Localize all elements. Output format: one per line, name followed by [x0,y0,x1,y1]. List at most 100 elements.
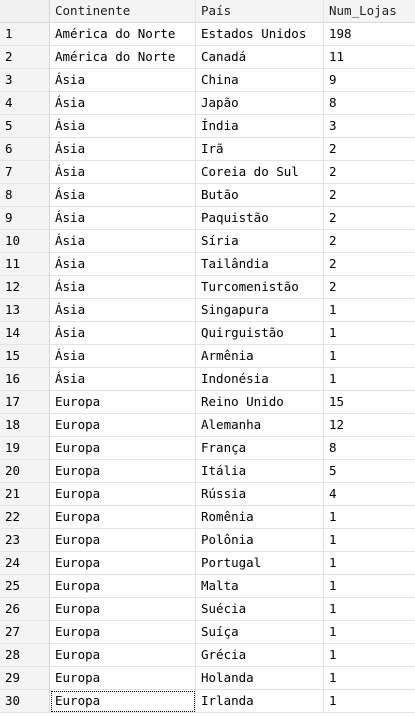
num-lojas-cell[interactable]: 1 [324,322,415,345]
row-number-cell[interactable]: 16 [0,368,50,391]
continente-cell[interactable]: Europa [50,506,196,529]
table-row[interactable]: 12 Ásia Turcomenistão 2 [0,276,415,299]
pais-cell[interactable]: Portugal [196,552,324,575]
row-number-cell[interactable]: 5 [0,115,50,138]
table-row[interactable]: 29 Europa Holanda 1 [0,667,415,690]
pais-cell[interactable]: Romênia [196,506,324,529]
table-row[interactable]: 8 Ásia Butão 2 [0,184,415,207]
num-lojas-cell[interactable]: 2 [324,276,415,299]
continente-cell[interactable]: Europa [50,667,196,690]
num-lojas-cell[interactable]: 8 [324,437,415,460]
num-lojas-cell[interactable]: 1 [324,644,415,667]
num-lojas-cell[interactable]: 15 [324,391,415,414]
table-row[interactable]: 6 Ásia Irã 2 [0,138,415,161]
row-number-cell[interactable]: 13 [0,299,50,322]
row-number-cell[interactable]: 12 [0,276,50,299]
num-lojas-cell[interactable]: 1 [324,299,415,322]
pais-cell[interactable]: Turcomenistão [196,276,324,299]
num-lojas-cell[interactable]: 12 [324,414,415,437]
row-number-cell[interactable]: 25 [0,575,50,598]
pais-cell[interactable]: Paquistão [196,207,324,230]
pais-cell[interactable]: Grécia [196,644,324,667]
continente-cell[interactable]: Europa [50,414,196,437]
row-number-cell[interactable]: 10 [0,230,50,253]
num-lojas-cell[interactable]: 4 [324,483,415,506]
row-number-cell[interactable]: 8 [0,184,50,207]
num-lojas-cell[interactable]: 9 [324,69,415,92]
continente-cell[interactable]: Europa [50,552,196,575]
row-number-cell[interactable]: 23 [0,529,50,552]
continente-cell[interactable]: Ásia [50,184,196,207]
row-number-cell[interactable]: 1 [0,23,50,46]
column-header-num-lojas[interactable]: Num_Lojas [324,0,415,23]
num-lojas-cell[interactable]: 1 [324,345,415,368]
table-row[interactable]: 20 Europa Itália 5 [0,460,415,483]
continente-cell[interactable]: Europa [50,575,196,598]
continente-cell[interactable]: Ásia [50,92,196,115]
table-row[interactable]: 13 Ásia Singapura 1 [0,299,415,322]
table-row[interactable]: 27 Europa Suíça 1 [0,621,415,644]
table-row[interactable]: 25 Europa Malta 1 [0,575,415,598]
pais-cell[interactable]: Canadá [196,46,324,69]
continente-cell[interactable]: Europa [50,529,196,552]
row-number-cell[interactable]: 3 [0,69,50,92]
continente-cell[interactable]: Ásia [50,322,196,345]
continente-cell[interactable]: Ásia [50,230,196,253]
continente-cell[interactable]: Ásia [50,161,196,184]
num-lojas-cell[interactable]: 2 [324,207,415,230]
pais-cell[interactable]: China [196,69,324,92]
num-lojas-cell[interactable]: 11 [324,46,415,69]
pais-cell[interactable]: Rússia [196,483,324,506]
num-lojas-cell[interactable]: 2 [324,253,415,276]
table-row[interactable]: 16 Ásia Indonésia 1 [0,368,415,391]
continente-cell[interactable]: Ásia [50,276,196,299]
pais-cell[interactable]: Itália [196,460,324,483]
column-header-continente[interactable]: Continente [50,0,196,23]
num-lojas-cell[interactable]: 1 [324,506,415,529]
table-row[interactable]: 22 Europa Romênia 1 [0,506,415,529]
continente-cell[interactable]: Ásia [50,138,196,161]
table-row[interactable]: 4 Ásia Japão 8 [0,92,415,115]
pais-cell[interactable]: Suécia [196,598,324,621]
pais-cell[interactable]: Irã [196,138,324,161]
continente-cell[interactable]: Europa [50,483,196,506]
num-lojas-cell[interactable]: 1 [324,690,415,713]
pais-cell[interactable]: Coreia do Sul [196,161,324,184]
continente-cell[interactable]: Europa [50,391,196,414]
pais-cell[interactable]: França [196,437,324,460]
continente-cell[interactable]: Ásia [50,345,196,368]
table-row[interactable]: 14 Ásia Quirguistão 1 [0,322,415,345]
row-number-cell[interactable]: 18 [0,414,50,437]
table-row[interactable]: 30 Europa Irlanda 1 [0,690,415,713]
table-row[interactable]: 3 Ásia China 9 [0,69,415,92]
column-header-pais[interactable]: País [196,0,324,23]
row-number-cell[interactable]: 19 [0,437,50,460]
pais-cell[interactable]: Alemanha [196,414,324,437]
table-row[interactable]: 2 América do Norte Canadá 11 [0,46,415,69]
row-number-cell[interactable]: 20 [0,460,50,483]
continente-cell[interactable]: Ásia [50,69,196,92]
continente-cell[interactable]: Europa [50,690,196,713]
num-lojas-cell[interactable]: 1 [324,621,415,644]
row-number-cell[interactable]: 22 [0,506,50,529]
table-row[interactable]: 1 América do Norte Estados Unidos 198 [0,23,415,46]
table-row[interactable]: 11 Ásia Tailândia 2 [0,253,415,276]
pais-cell[interactable]: Butão [196,184,324,207]
pais-cell[interactable]: Estados Unidos [196,23,324,46]
pais-cell[interactable]: Quirguistão [196,322,324,345]
continente-cell[interactable]: Europa [50,644,196,667]
row-number-cell[interactable]: 15 [0,345,50,368]
table-row[interactable]: 9 Ásia Paquistão 2 [0,207,415,230]
table-row[interactable]: 23 Europa Polônia 1 [0,529,415,552]
row-number-header[interactable] [0,0,50,23]
continente-cell[interactable]: Ásia [50,253,196,276]
row-number-cell[interactable]: 21 [0,483,50,506]
continente-cell[interactable]: Europa [50,598,196,621]
pais-cell[interactable]: Malta [196,575,324,598]
pais-cell[interactable]: Armênia [196,345,324,368]
row-number-cell[interactable]: 2 [0,46,50,69]
row-number-cell[interactable]: 9 [0,207,50,230]
num-lojas-cell[interactable]: 8 [324,92,415,115]
row-number-cell[interactable]: 26 [0,598,50,621]
row-number-cell[interactable]: 4 [0,92,50,115]
